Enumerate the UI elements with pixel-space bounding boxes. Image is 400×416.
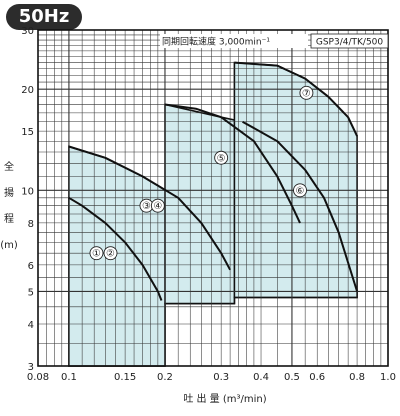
model-label-box — [310, 33, 389, 49]
curve-region-5-6-0 — [164, 103, 301, 224]
y-tick-labels: 3 4 5 6 8 10 15 20 30 — [21, 26, 34, 373]
x-tick-label: 0.6 — [309, 372, 325, 383]
x-tick-label: 0.2 — [157, 372, 173, 383]
y-axis-title-2: 程 — [4, 213, 14, 225]
x-tick-label: 0.3 — [213, 372, 229, 383]
annotation-circle — [214, 150, 229, 165]
x-axis-title: 吐 出 量 (m³/min) — [183, 392, 266, 405]
x-tick-label: 0.08 — [27, 372, 49, 383]
curve-annotations: ① ② ③ ④ ⑤ ⑥ ⑦ — [89, 85, 314, 261]
annotation-circle — [150, 198, 165, 213]
plot-frame — [37, 29, 389, 367]
plot-border — [37, 29, 389, 367]
y-tick-label: 10 — [21, 186, 34, 197]
annotation-label: ⑤ — [217, 153, 226, 164]
annotation-label: ② — [106, 249, 115, 260]
annotation-label: ③ — [142, 201, 151, 212]
y-tick-label: 30 — [21, 26, 34, 37]
x-tick-label: 0.4 — [253, 372, 269, 383]
y-tick-label: 20 — [21, 85, 34, 96]
y-tick-label: 15 — [21, 127, 34, 138]
annotation-label: ④ — [153, 201, 162, 212]
y-axis-title-0: 全 — [4, 160, 14, 173]
x-tick-label: 1.0 — [380, 372, 396, 383]
range-curves — [68, 61, 359, 301]
curve-region-7-0 — [234, 61, 359, 137]
annotation-circle — [89, 246, 104, 261]
x-tick-label: 0.8 — [349, 372, 365, 383]
y-tick-label: 5 — [28, 287, 34, 298]
y-tick-label: 3 — [28, 362, 34, 373]
speed-note: 同期回転速度 3,000min⁻¹ — [162, 36, 270, 48]
curve-region-3-4-0 — [68, 145, 231, 271]
x-tick-label: 0.1 — [61, 372, 77, 383]
speed-note-bg — [160, 34, 308, 48]
y-tick-label: 8 — [28, 219, 34, 230]
y-axis-title-3: (m) — [0, 240, 18, 251]
annotation-circle — [103, 246, 118, 261]
y-tick-label: 6 — [28, 261, 34, 272]
annotation-label: ① — [92, 249, 101, 260]
curve-region-1-2-0 — [68, 196, 163, 301]
model-label: GSP3/4/TK/500 — [316, 38, 384, 48]
annotation-label: ⑦ — [302, 88, 311, 99]
annotation-circle — [299, 85, 314, 100]
annotation-circle — [293, 183, 307, 198]
x-tick-labels: 0.08 0.1 0.15 0.2 0.3 0.4 0.5 0.6 0.8 1.0 — [27, 372, 396, 383]
curve-region-5-6-1 — [242, 120, 359, 292]
y-tick-label: 4 — [28, 320, 34, 331]
frequency-badge: 50Hz — [6, 4, 82, 30]
annotation-label: ⑥ — [296, 186, 305, 197]
y-axis-title-1: 揚 — [4, 186, 14, 199]
x-tick-label: 0.5 — [284, 372, 300, 383]
x-tick-label: 0.15 — [114, 372, 136, 383]
